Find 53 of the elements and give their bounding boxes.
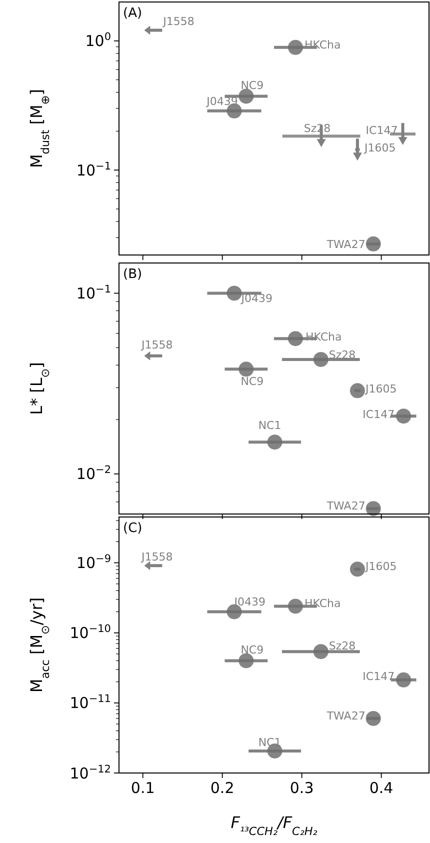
annotation: TWA27: [326, 499, 366, 512]
point: [288, 40, 303, 55]
x-tick-label: 0.3: [290, 779, 314, 797]
chart-title: (A): [123, 6, 142, 21]
y-tick-label: 10$^{0}$: [85, 31, 111, 50]
y-tick-label: 10$^{−11}$: [70, 693, 111, 712]
annotation: IC147: [362, 408, 395, 421]
annotation: TWA27: [326, 238, 366, 251]
annotation: J1605: [363, 141, 396, 154]
x-tick-label: 0.2: [210, 779, 234, 797]
annotation: NC1: [258, 418, 282, 432]
point: [226, 604, 242, 620]
annotation: J1558: [140, 338, 173, 352]
point: [267, 434, 282, 450]
annotation: NC9: [240, 79, 264, 92]
x-axis-title: F$_{¹³CCH₂}$/F$_{C₂H₂}$: [230, 813, 318, 838]
annotation: J0439: [240, 292, 273, 306]
point: [366, 236, 381, 252]
y-tick-label: 10$^{−9}$: [76, 553, 111, 572]
annotation: J1605: [364, 382, 397, 396]
annotation: NC9: [240, 644, 264, 657]
point: [396, 672, 412, 688]
point: [238, 88, 254, 104]
point: [313, 644, 328, 660]
point: [396, 408, 412, 424]
point: [238, 653, 254, 668]
annotation: IC147: [366, 124, 398, 137]
chart-title: (B): [123, 267, 142, 282]
point: [366, 501, 381, 516]
point: [366, 710, 381, 726]
annotation: Sz28: [328, 639, 356, 652]
y-tick-label: 10$^{−1}$: [76, 283, 111, 302]
y-tick-label: 10$^{−12}$: [70, 763, 111, 782]
annotation: J0439: [233, 596, 266, 609]
y-tick-label: 10$^{−2}$: [76, 464, 111, 484]
point: [226, 286, 242, 301]
x-tick-label: 0.4: [369, 779, 394, 797]
annotation: IC147: [362, 670, 395, 683]
y-tick-label: 10$^{−1}$: [76, 160, 111, 180]
point: [288, 331, 303, 346]
annotation: J1605: [364, 560, 397, 574]
x-tick-label: 0.1: [130, 779, 155, 797]
annotation: TWA27: [326, 709, 366, 722]
chart-title: (C): [123, 521, 142, 536]
point: [288, 598, 303, 614]
point: [313, 352, 328, 367]
annotation: J1558: [140, 550, 173, 564]
annotation: J1558: [162, 15, 194, 28]
point: [350, 562, 365, 577]
point: [238, 362, 254, 377]
point: [350, 383, 365, 398]
y-tick-label: 10$^{−10}$: [70, 623, 111, 642]
annotation: NC9: [240, 375, 264, 388]
